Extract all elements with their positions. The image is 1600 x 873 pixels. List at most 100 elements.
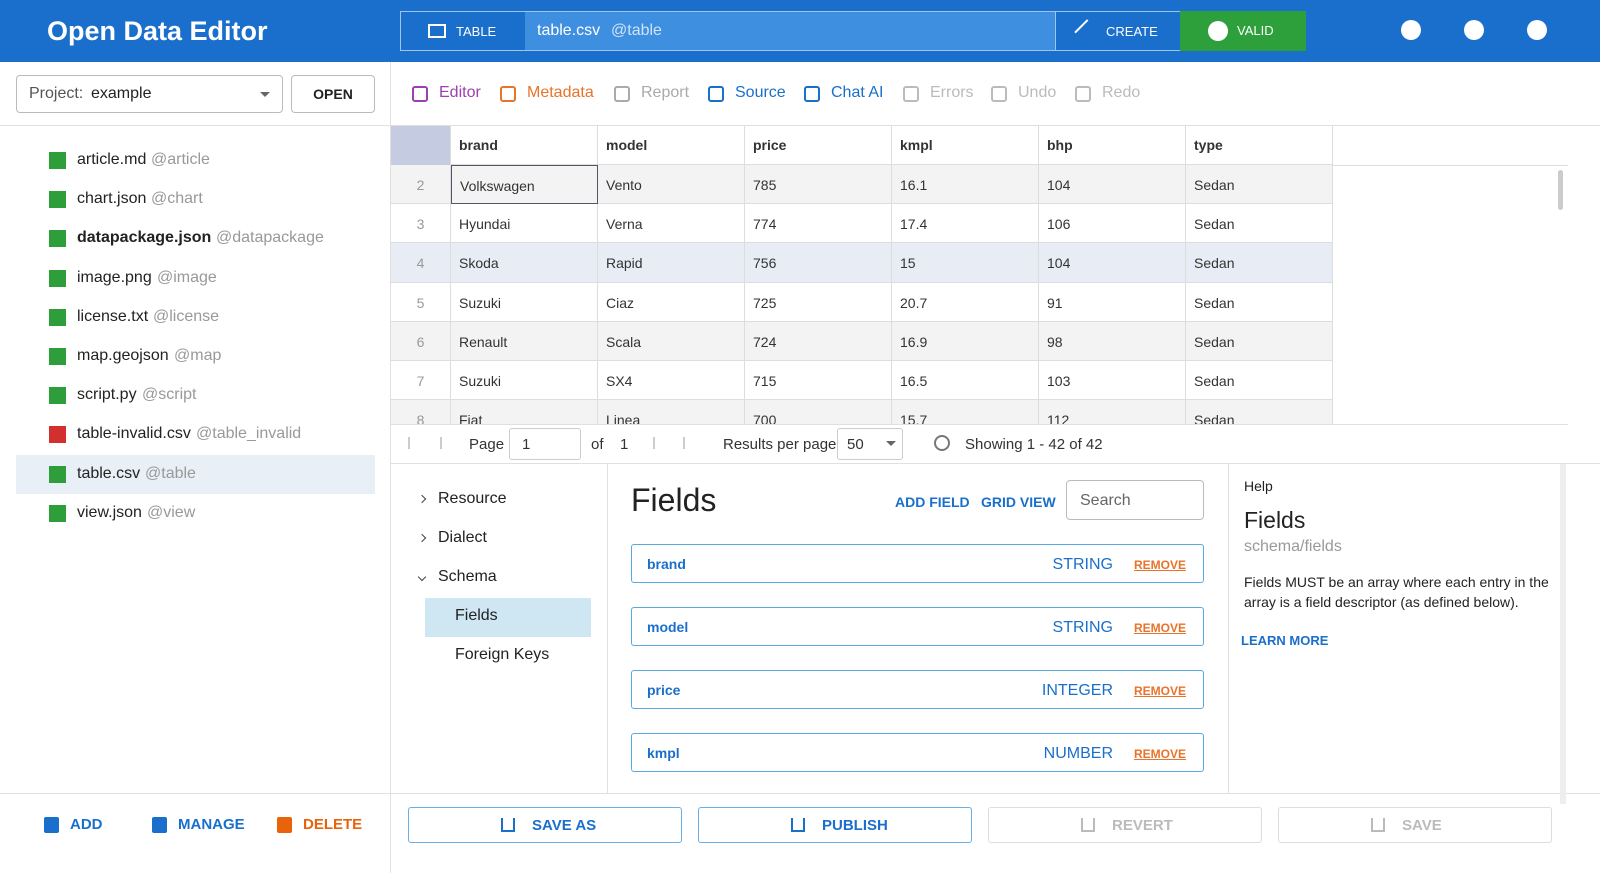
table-cell: 715 bbox=[745, 361, 892, 401]
file-id: @article bbox=[151, 151, 210, 168]
action-button[interactable]: ADD bbox=[70, 816, 103, 833]
table-cell: 103 bbox=[1039, 361, 1186, 401]
column-header: brand bbox=[451, 126, 598, 165]
refresh-icon[interactable] bbox=[934, 435, 950, 451]
file-name: chart.json bbox=[77, 190, 147, 208]
toolbar-button[interactable]: Redo bbox=[1102, 84, 1141, 101]
file-id: @datapackage bbox=[216, 229, 324, 247]
showing-label: Showing 1 - 42 of 42 bbox=[965, 436, 1103, 453]
pager-icon[interactable] bbox=[440, 437, 450, 449]
open-button[interactable]: OPEN bbox=[291, 75, 375, 113]
remove-button[interactable]: REMOVE bbox=[1133, 747, 1186, 761]
button-label: SAVE bbox=[1402, 817, 1442, 834]
remove-button[interactable]: REMOVE bbox=[1133, 558, 1186, 572]
row-number: 8 bbox=[391, 400, 451, 425]
table-cell: Fiat bbox=[451, 400, 598, 425]
nav-chevron[interactable] bbox=[417, 572, 427, 582]
toolbar-button[interactable]: Report bbox=[641, 84, 690, 101]
file-id: @view bbox=[147, 503, 196, 521]
table-cell: 785 bbox=[745, 165, 892, 205]
field-card[interactable]: model STRING REMOVE bbox=[631, 607, 1204, 646]
toolbar-button[interactable]: Source bbox=[735, 84, 786, 101]
nav-item[interactable]: Schema bbox=[438, 568, 497, 585]
nav-item[interactable]: Resource bbox=[438, 490, 507, 507]
header-icon[interactable] bbox=[1401, 20, 1421, 40]
nav-item[interactable]: Fields bbox=[455, 607, 498, 624]
toolbar-icon bbox=[500, 86, 516, 102]
row-number: 3 bbox=[391, 204, 451, 244]
nav-item[interactable]: Dialect bbox=[438, 529, 487, 546]
nav-chevron[interactable] bbox=[417, 533, 427, 543]
field-name: brand bbox=[647, 556, 686, 572]
file-item[interactable]: datapackage.json @datapackage bbox=[16, 219, 375, 258]
file-id: @script bbox=[142, 386, 197, 404]
table-cell: 15 bbox=[892, 243, 1039, 283]
file-icon bbox=[49, 308, 66, 326]
bottom-button[interactable]: SAVE bbox=[1278, 807, 1552, 843]
table-cell: 17.4 bbox=[892, 204, 1039, 244]
pager-icon[interactable] bbox=[408, 437, 418, 449]
field-type: NUMBER bbox=[1043, 745, 1113, 762]
file-item[interactable]: chart.json @chart bbox=[16, 180, 375, 219]
action-button[interactable]: DELETE bbox=[303, 816, 363, 833]
nav-chevron[interactable] bbox=[417, 494, 427, 504]
field-card[interactable]: kmpl NUMBER REMOVE bbox=[631, 733, 1204, 772]
table-icon bbox=[428, 24, 446, 38]
action-button[interactable]: MANAGE bbox=[178, 816, 245, 833]
learn-more[interactable]: LEARN MORE bbox=[1241, 633, 1329, 648]
remove-button[interactable]: REMOVE bbox=[1133, 684, 1186, 698]
file-item[interactable]: table.csv @table bbox=[16, 454, 375, 494]
valid-button[interactable]: VALID bbox=[1180, 11, 1306, 51]
corner-cell bbox=[391, 126, 451, 165]
nav-item[interactable]: Foreign Keys bbox=[455, 646, 550, 663]
bottom-button[interactable]: PUBLISH bbox=[698, 807, 972, 843]
remove-button[interactable]: REMOVE bbox=[1133, 621, 1186, 635]
table-cell: 91 bbox=[1039, 282, 1186, 322]
pagination-border bbox=[391, 424, 1568, 425]
field-card[interactable]: price INTEGER REMOVE bbox=[631, 670, 1204, 709]
column-header: bhp bbox=[1039, 126, 1186, 165]
pagination-bottom bbox=[391, 463, 1600, 464]
file-item[interactable]: article.md @article bbox=[16, 141, 375, 180]
toolbar-button[interactable]: Undo bbox=[1018, 84, 1057, 101]
header-icon[interactable] bbox=[1527, 20, 1547, 40]
field-card[interactable]: brand STRING REMOVE bbox=[631, 544, 1204, 583]
file-item[interactable]: view.json @view bbox=[16, 494, 375, 533]
file-item[interactable]: table-invalid.csv @table_invalid bbox=[16, 415, 375, 454]
file-id: @table bbox=[145, 464, 196, 482]
file-icon bbox=[49, 191, 66, 209]
toolbar-icon bbox=[903, 86, 919, 102]
file-id: @map bbox=[174, 347, 222, 364]
app-title: Open Data Editor bbox=[47, 16, 268, 46]
file-item[interactable]: script.py @script bbox=[16, 376, 375, 415]
table-cell: Linea bbox=[598, 400, 745, 425]
help-border bbox=[1228, 464, 1229, 793]
pager-icon[interactable] bbox=[645, 437, 655, 449]
toolbar-button[interactable]: Chat AI bbox=[831, 84, 884, 101]
page-input[interactable]: 1 bbox=[509, 428, 581, 460]
pager-icon[interactable] bbox=[675, 437, 685, 449]
file-id: @image bbox=[157, 268, 217, 286]
field-type: STRING bbox=[1052, 619, 1113, 636]
per-page-select[interactable]: 50 bbox=[837, 428, 903, 460]
grid-view-button[interactable]: GRID VIEW bbox=[981, 494, 1056, 510]
file-item[interactable]: image.png @image bbox=[16, 259, 375, 298]
create-label: CREATE bbox=[1106, 24, 1158, 39]
search-input[interactable]: Search bbox=[1066, 480, 1204, 520]
bottom-button[interactable]: SAVE AS bbox=[408, 807, 682, 843]
table-cell: 724 bbox=[745, 321, 892, 361]
create-button[interactable]: CREATE bbox=[1055, 11, 1181, 51]
project-select[interactable]: Project: example bbox=[16, 75, 283, 113]
add-field-button[interactable]: ADD FIELD bbox=[895, 494, 970, 510]
toolbar-button[interactable]: Errors bbox=[930, 84, 974, 101]
file-name: table.csv bbox=[537, 22, 601, 39]
file-item[interactable]: license.txt @license bbox=[16, 298, 375, 337]
table-tab[interactable]: TABLE bbox=[400, 11, 526, 51]
toolbar-button[interactable]: Editor bbox=[439, 84, 481, 101]
sidebar-border bbox=[390, 62, 391, 873]
header-icon[interactable] bbox=[1464, 20, 1484, 40]
file-item[interactable]: map.geojson @map bbox=[16, 337, 375, 376]
toolbar-icon bbox=[708, 86, 724, 102]
bottom-button[interactable]: REVERT bbox=[988, 807, 1262, 843]
toolbar-button[interactable]: Metadata bbox=[527, 84, 594, 101]
